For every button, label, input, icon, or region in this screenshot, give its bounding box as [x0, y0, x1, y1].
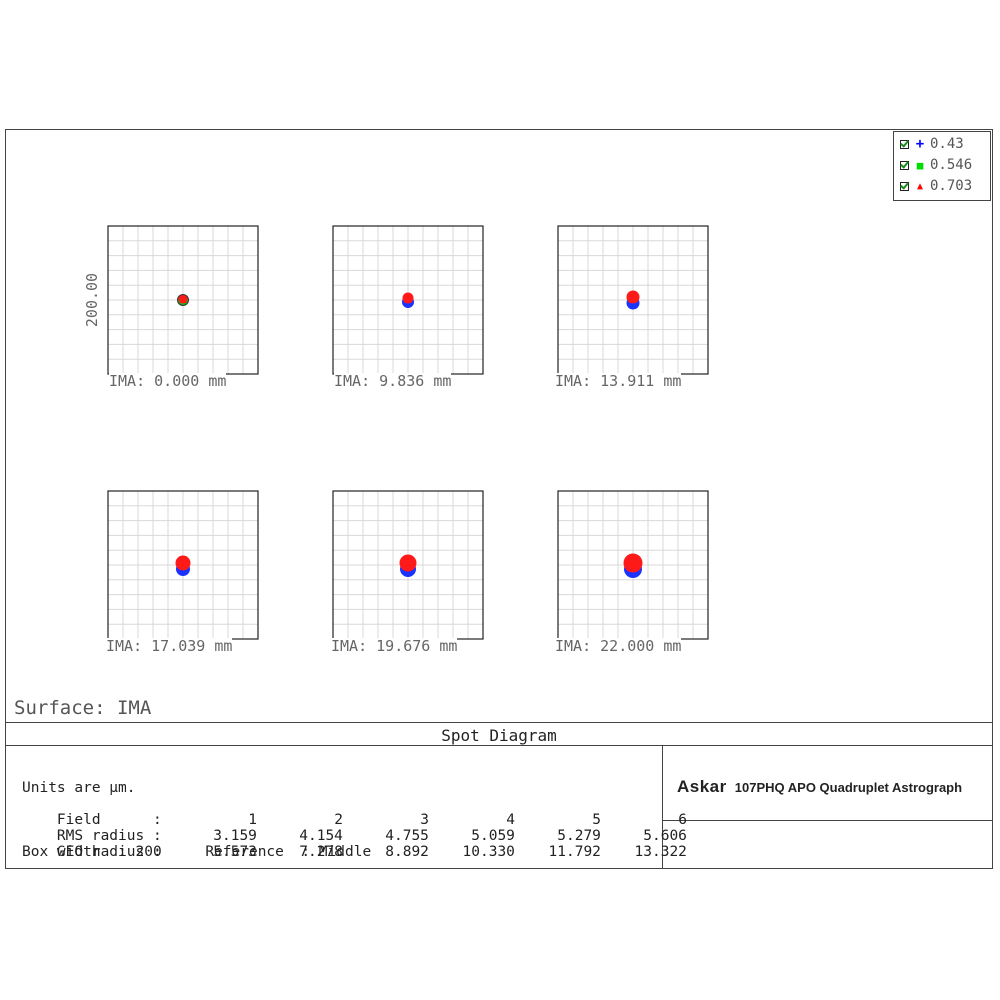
spot-red — [402, 292, 414, 304]
cell: 7.278 — [299, 844, 343, 860]
divider — [662, 746, 663, 869]
legend-label: 0.43 — [930, 136, 964, 152]
cell: 2 — [334, 812, 343, 828]
cell: 8.892 — [385, 844, 429, 860]
cell: 1 — [248, 812, 257, 828]
spot-red — [175, 555, 191, 571]
checkbox-icon[interactable] — [900, 160, 909, 170]
legend-item-2[interactable]: ▲ 0.703 — [900, 177, 972, 195]
units-line: Units are µm. — [22, 780, 136, 796]
checkbox-icon[interactable] — [900, 139, 909, 149]
spot-box-4 — [107, 490, 259, 640]
plus-icon: + — [915, 136, 925, 152]
spot-box-5 — [332, 490, 484, 640]
geo-row: GEO radius : 5.573 7.278 8.892 10.330 11.792 1… — [22, 828, 687, 860]
field-row: Field : 1 2 3 4 5 6 — [22, 796, 687, 828]
info-panel: Units are µm. Field : 1 2 3 4 5 6 RMS radius :… — [22, 780, 687, 860]
legend-label: 0.703 — [930, 178, 973, 194]
box-width-line: Box width : 200 Reference : Middle — [22, 844, 372, 860]
spot-box-3 — [557, 225, 709, 375]
spot-red — [623, 553, 643, 573]
wavelength-legend: + 0.43 ■ 0.546 ▲ 0.703 — [893, 131, 991, 201]
row-label: RMS radius : — [56, 828, 162, 844]
field-label: IMA: 0.000 mm — [109, 372, 227, 390]
plot-frame — [5, 129, 993, 869]
spot-box-2 — [332, 225, 484, 375]
square-icon: ■ — [916, 158, 924, 172]
spot-red — [626, 290, 640, 304]
rms-row: RMS radius : 3.159 4.154 4.755 5.059 5.279 5.6… — [22, 812, 687, 844]
row-label: GEO radius : — [56, 844, 162, 860]
cell: 13.322 — [634, 844, 687, 860]
spot-red-marker — [179, 296, 187, 303]
field-label: IMA: 13.911 mm — [555, 372, 682, 390]
cell: 11.792 — [548, 844, 601, 860]
title-bar: Spot Diagram — [5, 722, 993, 746]
cell: 6 — [678, 812, 687, 828]
cell: 10.330 — [462, 844, 515, 860]
field-label: IMA: 17.039 mm — [106, 637, 233, 655]
cell: 4.755 — [385, 828, 429, 844]
cell: 4 — [506, 812, 515, 828]
scale-label: 200.00 — [83, 272, 101, 328]
brand-text: 107PHQ APO Quadruplet Astrograph — [734, 780, 963, 795]
cell: 3 — [420, 812, 429, 828]
row-label: Field : — [56, 812, 162, 828]
checkbox-icon[interactable] — [900, 181, 909, 191]
legend-item-0[interactable]: + 0.43 — [900, 135, 964, 153]
cell: 5.279 — [557, 828, 601, 844]
cell: 5.059 — [471, 828, 515, 844]
spot-box-1 — [107, 225, 259, 375]
spot-red — [399, 554, 417, 572]
diagram-title: Spot Diagram — [441, 726, 557, 745]
cell: 5.606 — [643, 828, 687, 844]
divider — [662, 820, 993, 821]
cell: 5 — [592, 812, 601, 828]
triangle-icon: ▲ — [916, 180, 924, 192]
cell: 5.573 — [213, 844, 257, 860]
brand-block: Askar 107PHQ APO Quadruplet Astrograph — [677, 777, 962, 797]
legend-item-1[interactable]: ■ 0.546 — [900, 156, 972, 174]
field-label: IMA: 9.836 mm — [334, 372, 452, 390]
spot-box-6 — [557, 490, 709, 640]
field-label: IMA: 19.676 mm — [331, 637, 458, 655]
field-label: IMA: 22.000 mm — [555, 637, 682, 655]
legend-label: 0.546 — [930, 157, 973, 173]
cell: 4.154 — [299, 828, 343, 844]
cell: 3.159 — [213, 828, 257, 844]
brand-logo: Askar — [677, 777, 727, 796]
surface-label: Surface: IMA — [14, 697, 152, 719]
